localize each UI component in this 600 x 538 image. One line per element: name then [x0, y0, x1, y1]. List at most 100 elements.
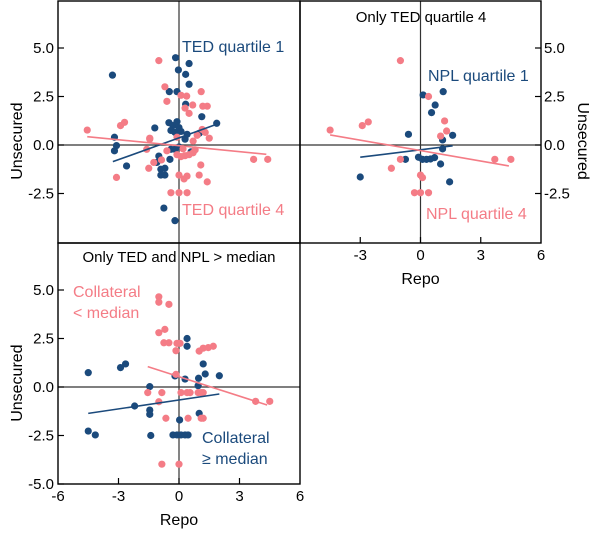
- data-point: [189, 101, 197, 109]
- data-point: [176, 416, 184, 424]
- data-point: [198, 113, 206, 121]
- x-tick-label: 0: [416, 247, 424, 264]
- data-point: [449, 131, 457, 139]
- data-point: [430, 154, 439, 162]
- data-point: [177, 389, 185, 397]
- data-point: [160, 339, 168, 347]
- data-point: [189, 137, 197, 145]
- data-point: [91, 431, 99, 439]
- data-point: [507, 155, 515, 163]
- plot-area: [326, 57, 515, 197]
- data-point: [167, 189, 175, 197]
- data-point: [177, 127, 185, 136]
- series-label: NPL quartile 4: [426, 206, 527, 223]
- fit-line: [329, 134, 510, 167]
- y-tick-label: 2.5: [544, 89, 565, 106]
- y-axis-title: Unsecured: [574, 102, 591, 179]
- data-point: [396, 57, 405, 65]
- y-tick-label: -2.5: [544, 186, 570, 203]
- x-tick-label: 0: [175, 488, 183, 505]
- data-point: [151, 124, 159, 132]
- data-point: [146, 410, 154, 418]
- data-point: [110, 147, 119, 155]
- data-point: [436, 160, 445, 168]
- data-point: [161, 83, 169, 91]
- series-label-line: Collateral: [202, 430, 270, 447]
- data-point: [401, 155, 410, 163]
- data-point: [491, 155, 499, 163]
- x-axis-title: Repo: [401, 271, 439, 288]
- data-point: [175, 189, 183, 197]
- data-point: [165, 300, 173, 308]
- data-point: [176, 339, 184, 347]
- data-point: [147, 431, 155, 440]
- data-point: [439, 88, 447, 96]
- data-point: [387, 164, 395, 172]
- data-point: [185, 80, 193, 88]
- data-point: [108, 71, 117, 79]
- data-point: [199, 389, 207, 397]
- data-point: [165, 88, 173, 96]
- x-tick-label: 3: [235, 488, 243, 505]
- data-point: [186, 389, 194, 397]
- series-label-line: < median: [73, 305, 139, 322]
- data-point: [205, 134, 213, 142]
- data-point: [155, 298, 163, 306]
- series-series_b: [144, 293, 274, 468]
- y-axis-title: Unsecured: [9, 102, 26, 179]
- data-point: [181, 104, 189, 112]
- data-point: [177, 91, 185, 99]
- data-point: [443, 127, 451, 135]
- x-tick-label: -3: [354, 247, 367, 264]
- series-label: NPL quartile 1: [428, 68, 529, 85]
- y-tick-label: 5.0: [544, 40, 565, 57]
- data-point: [446, 178, 454, 186]
- data-point: [195, 171, 203, 179]
- plot-area: [83, 54, 272, 225]
- data-point: [146, 135, 154, 143]
- data-point: [144, 389, 152, 397]
- series-label-line: TED quartile 4: [182, 202, 284, 219]
- data-point: [356, 173, 364, 181]
- data-point: [410, 189, 419, 197]
- data-point: [201, 370, 209, 378]
- plot-area: [84, 293, 274, 468]
- data-point: [163, 97, 171, 105]
- y-tick-label: 0.0: [33, 137, 54, 154]
- panel-title: Only TED quartile 4: [356, 9, 487, 26]
- data-point: [155, 398, 163, 406]
- y-tick-label: -2.5: [28, 428, 54, 445]
- series-series_a: [356, 88, 457, 186]
- data-point: [175, 460, 183, 468]
- series-series_a: [108, 54, 221, 225]
- data-point: [163, 147, 171, 155]
- data-point: [183, 342, 191, 350]
- y-tick-label: 2.5: [33, 89, 54, 106]
- data-point: [203, 178, 211, 186]
- data-point: [194, 374, 203, 382]
- data-point: [165, 339, 173, 347]
- data-point: [424, 92, 433, 101]
- data-point: [183, 334, 191, 343]
- data-point: [120, 118, 129, 126]
- panel-bottom-left: -5.0 -2.5 0.0 2.5 5.0 -6 -3 0 3 6 Repo Unsecured Onl…: [9, 242, 304, 529]
- data-point: [358, 122, 366, 130]
- data-point: [112, 173, 121, 181]
- series-label-line: NPL quartile 1: [428, 68, 529, 85]
- data-point: [427, 109, 436, 117]
- x-tick-label: 3: [477, 247, 485, 264]
- y-tick-label: 0.0: [544, 137, 565, 154]
- data-point: [404, 130, 413, 138]
- data-point: [183, 189, 191, 197]
- y-tick-label: 0.0: [33, 379, 54, 396]
- data-point: [183, 92, 191, 100]
- y-tick-label: -2.5: [28, 186, 54, 203]
- fit-line: [87, 135, 267, 156]
- data-point: [250, 155, 258, 163]
- data-point: [162, 414, 170, 422]
- x-tick-label: -3: [112, 488, 125, 505]
- panel-top-right: -2.5 0.0 2.5 5.0 -3 0 3 6 Repo Unsecured Only TED …: [299, 0, 591, 288]
- data-point: [326, 126, 334, 134]
